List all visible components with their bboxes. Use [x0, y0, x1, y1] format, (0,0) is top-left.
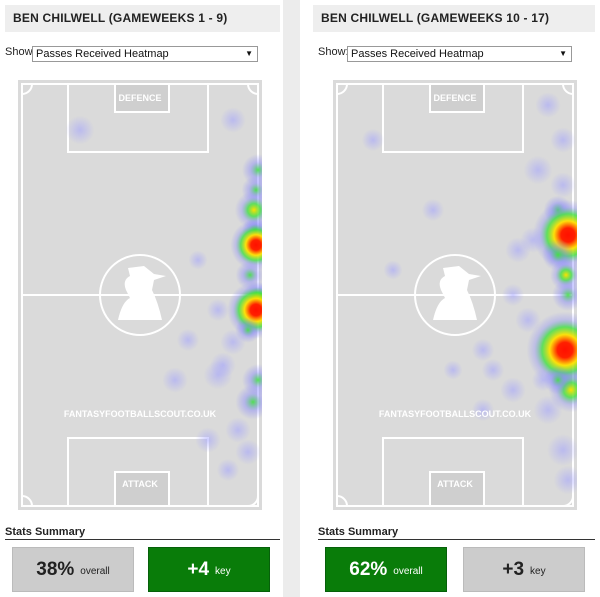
heat-blob	[206, 298, 230, 322]
heat-blob	[216, 458, 240, 482]
heat-blob	[176, 328, 200, 352]
stat-label: overall	[80, 566, 110, 577]
heat-blob	[383, 260, 403, 280]
select-value: Passes Received Heatmap	[36, 48, 169, 60]
select[interactable]: Passes Received Heatmap ▼	[32, 46, 258, 62]
logo	[118, 266, 166, 320]
corner-arc	[562, 83, 574, 95]
panel: BEN CHILWELL (GAMEWEEKS 1 - 9) Show: Pas…	[5, 0, 280, 597]
heat-blob	[523, 155, 553, 185]
panel: BEN CHILWELL (GAMEWEEKS 10 - 17) Show: P…	[313, 0, 595, 597]
show-label: Show:	[318, 46, 349, 58]
pitch-label: DEFENCE	[118, 93, 161, 103]
stat-value: 62%	[349, 558, 388, 580]
heat-blob	[553, 465, 577, 495]
corner-arc	[21, 83, 33, 95]
heat-blob	[230, 219, 262, 271]
heat-blob	[550, 127, 576, 153]
stat-value: 38%	[36, 558, 75, 580]
heat-blob	[471, 398, 495, 422]
heat-blob	[481, 358, 505, 382]
stat-box: 38% overall	[12, 547, 134, 592]
heatmap	[361, 92, 577, 495]
logo	[433, 266, 481, 320]
heat-blob	[500, 377, 526, 403]
pitch-label: ATTACK	[437, 479, 473, 489]
heat-blob	[550, 172, 576, 198]
pitch-label: ATTACK	[122, 479, 158, 489]
watermark: FANTASYFOOTBALLSCOUT.CO.UK	[64, 409, 217, 419]
corner-arc	[336, 495, 348, 507]
pitch: DEFENCE ATTACK FANTASYFOOTBALLSCOUT.CO.U…	[18, 80, 262, 510]
six-yard-box	[114, 83, 170, 113]
gap	[283, 0, 300, 597]
heat-blob	[220, 107, 246, 133]
corner-arc	[21, 495, 33, 507]
heat-blob	[515, 307, 541, 333]
heat-blob	[505, 237, 531, 263]
show-label: Show:	[5, 46, 36, 58]
select-value: Passes Received Heatmap	[351, 48, 484, 60]
heat-blob	[235, 439, 261, 465]
pitch: DEFENCE ATTACK FANTASYFOOTBALLSCOUT.CO.U…	[333, 80, 577, 510]
stats-title: Stats Summary	[318, 526, 595, 540]
heat-blob	[552, 279, 577, 311]
stat-value: +3	[502, 558, 525, 580]
pitch-label: DEFENCE	[433, 93, 476, 103]
stat-label: overall	[393, 566, 423, 577]
pitch-base	[333, 80, 577, 510]
heat-blob	[220, 329, 246, 355]
heat-blob	[531, 368, 555, 392]
heat-blob	[421, 198, 445, 222]
six-yard-box	[429, 471, 485, 507]
stat-box: +4 key	[148, 547, 270, 592]
heat-blob	[235, 384, 262, 420]
heat-blob	[535, 92, 561, 118]
stats-title: Stats Summary	[5, 526, 280, 540]
heat-blob	[533, 395, 563, 425]
pitch-line	[99, 254, 181, 336]
heat-blob	[65, 115, 95, 145]
heat-blob	[195, 427, 221, 453]
stat-value: +4	[187, 558, 210, 580]
stat-label: key	[530, 566, 546, 577]
arrow: ▼	[559, 49, 567, 58]
heatmap	[65, 107, 262, 482]
select[interactable]: Passes Received Heatmap ▼	[347, 46, 572, 62]
six-yard-box	[114, 471, 170, 507]
heat-blob	[162, 367, 188, 393]
panel-title: BEN CHILWELL (GAMEWEEKS 10 - 17)	[313, 5, 595, 32]
corner-arc	[247, 495, 259, 507]
stat-label: key	[215, 566, 231, 577]
heat-blob	[471, 338, 495, 362]
pitch-base	[18, 80, 262, 510]
heat-blob	[547, 434, 577, 466]
corner-arc	[336, 83, 348, 95]
stat-box: 62% overall	[325, 547, 447, 592]
pitch-line	[414, 254, 496, 336]
heat-blob	[443, 360, 463, 380]
heat-blob	[225, 417, 251, 443]
stat-box: +3 key	[463, 547, 585, 592]
heat-blob	[501, 283, 525, 307]
panel-title: BEN CHILWELL (GAMEWEEKS 1 - 9)	[5, 5, 280, 32]
heat-blob	[188, 250, 208, 270]
heat-blob	[361, 128, 385, 152]
six-yard-box	[429, 83, 485, 113]
corner-arc	[562, 495, 574, 507]
arrow: ▼	[245, 49, 253, 58]
watermark: FANTASYFOOTBALLSCOUT.CO.UK	[379, 409, 532, 419]
corner-arc	[247, 83, 259, 95]
heat-blob	[203, 360, 233, 390]
